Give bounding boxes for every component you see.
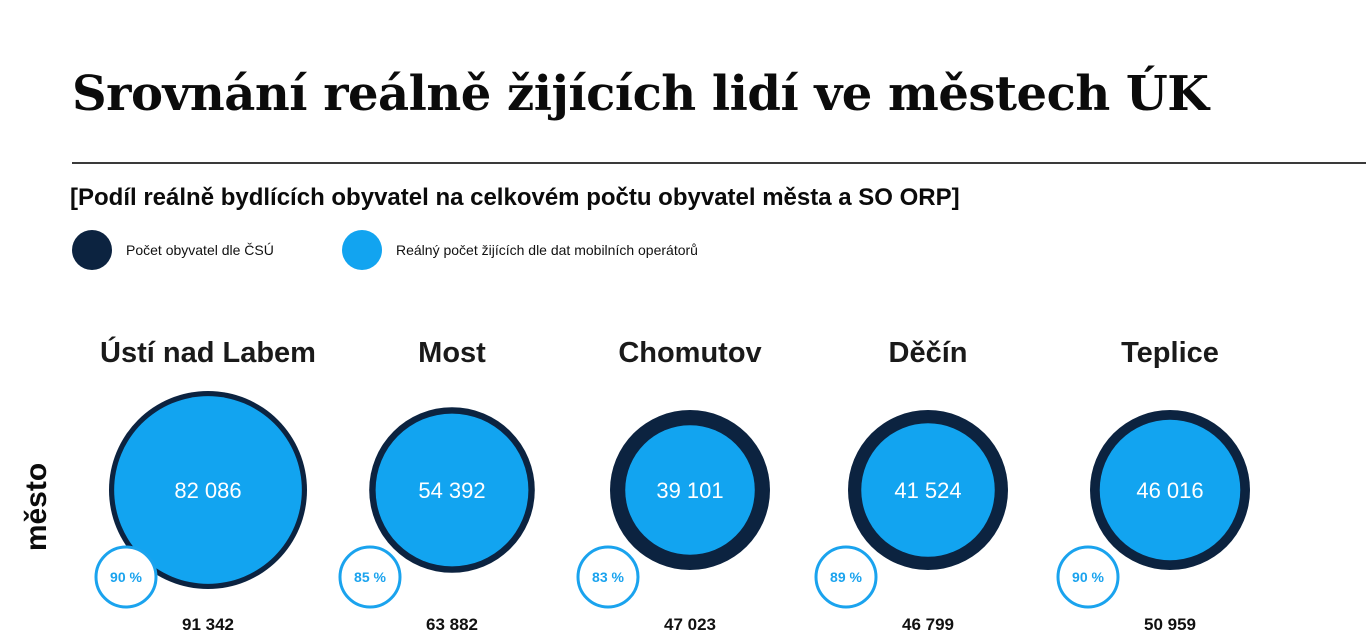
city-name-3: Děčín: [889, 337, 968, 369]
total-value-4: 50 959: [1144, 615, 1196, 634]
legend-item-mobile: Reálný počet žijících dle dat mobilních …: [342, 230, 698, 270]
inner-value-2: 39 101: [656, 478, 723, 503]
inner-bubble-1: [375, 413, 529, 567]
total-value-0: 91 342: [182, 615, 234, 634]
share-label-0: 90 %: [110, 569, 142, 585]
legend-swatch-csu: [72, 230, 112, 270]
inner-value-1: 54 392: [418, 478, 485, 503]
inner-value-4: 46 016: [1136, 478, 1203, 503]
inner-bubble-0: [114, 396, 302, 584]
inner-bubble-2: [625, 425, 755, 555]
total-value-2: 47 023: [664, 615, 716, 634]
legend-label-csu: Počet obyvatel dle ČSÚ: [126, 242, 274, 258]
legend-label-mobile: Reálný počet žijících dle dat mobilních …: [396, 242, 698, 258]
city-name-2: Chomutov: [618, 337, 761, 369]
legend: Počet obyvatel dle ČSÚ Reálný počet žijí…: [0, 230, 1366, 270]
chart-subtitle: [Podíl reálně bydlících obyvatel na celk…: [70, 184, 960, 211]
page-title: Srovnání reálně žijících lidí ve městech…: [72, 66, 1209, 122]
share-badge-4: [1056, 545, 1120, 609]
share-badge-3: [814, 545, 878, 609]
inner-value-3: 41 524: [894, 478, 961, 503]
share-label-3: 89 %: [830, 569, 862, 585]
total-value-3: 46 799: [902, 615, 954, 634]
inner-value-0: 82 086: [174, 478, 241, 503]
inner-bubble-4: [1099, 419, 1241, 561]
city-name-1: Most: [418, 337, 486, 369]
city-name-0: Ústí nad Labem: [100, 335, 316, 369]
title-divider: [72, 162, 1366, 164]
total-value-1: 63 882: [426, 615, 478, 634]
legend-swatch-mobile: [342, 230, 382, 270]
share-badge-1: [338, 545, 402, 609]
legend-item-csu: Počet obyvatel dle ČSÚ: [72, 230, 274, 270]
share-badge-2: [576, 545, 640, 609]
share-label-1: 85 %: [354, 569, 386, 585]
city-name-4: Teplice: [1121, 337, 1219, 369]
share-label-4: 90 %: [1072, 569, 1104, 585]
share-badge-0: [94, 545, 158, 609]
share-label-2: 83 %: [592, 569, 624, 585]
inner-bubble-3: [861, 423, 995, 557]
